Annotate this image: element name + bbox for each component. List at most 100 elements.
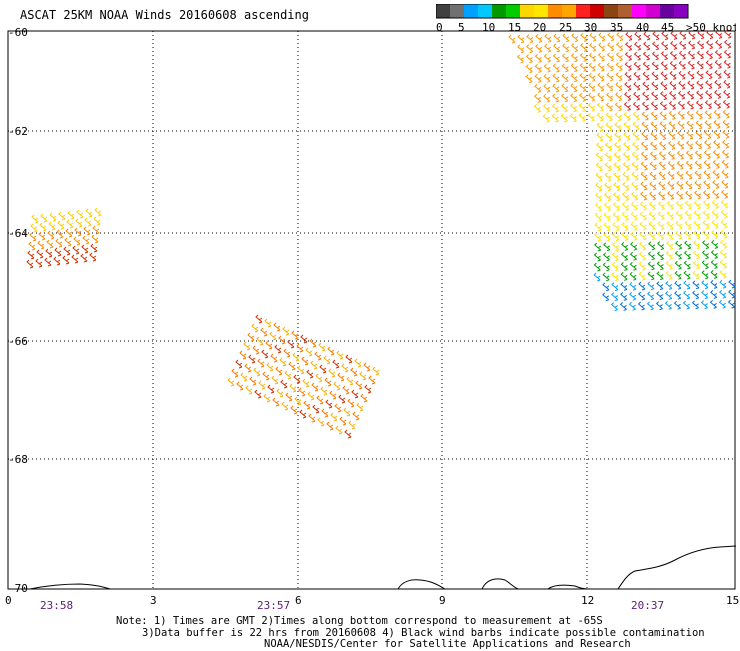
wind-barb [588, 82, 596, 92]
wind-barb [712, 170, 720, 179]
wind-barb [621, 222, 629, 231]
wind-barb [26, 259, 34, 269]
wind-barb [714, 80, 722, 89]
wind-barb [624, 62, 632, 71]
wind-barb [236, 381, 244, 391]
wind-barb [610, 302, 618, 312]
wind-barb [715, 30, 723, 39]
wind-barb [560, 113, 568, 123]
wind-barb [356, 402, 364, 412]
wind-barb [552, 53, 560, 63]
wind-barb [621, 242, 629, 251]
wind-barb [603, 202, 611, 212]
wind-barb [648, 241, 656, 251]
wind-barb [656, 281, 664, 291]
wind-barb [650, 111, 658, 121]
wind-barb [596, 112, 604, 122]
wind-barb [719, 249, 727, 259]
wind-barb [678, 90, 686, 100]
wind-barb [562, 33, 570, 43]
wind-barb [551, 103, 559, 113]
wind-barb [615, 92, 623, 102]
wind-barb [704, 100, 712, 110]
wind-barb [368, 375, 376, 385]
wind-barb [347, 398, 355, 408]
wind-barb [593, 272, 601, 282]
wind-barb [597, 52, 605, 62]
legend-swatch [576, 4, 590, 18]
wind-barb [722, 129, 730, 139]
wind-barb [588, 72, 596, 82]
wind-speed-legend: 0 5 10 15 20 25 30 35 40 45 >50 knots [436, 4, 736, 34]
wind-barb [721, 189, 729, 199]
wind-barb [596, 122, 604, 132]
wind-barb [323, 355, 331, 365]
wind-barb [639, 221, 647, 231]
wind-barb [678, 80, 686, 90]
wind-barb [720, 219, 728, 229]
wind-barb [641, 101, 649, 111]
wind-barb [622, 162, 630, 171]
wind-barb [612, 242, 620, 252]
wind-barb [624, 82, 632, 91]
wind-barb [629, 261, 637, 271]
wind-barb [641, 141, 649, 151]
wind-barb [620, 262, 628, 271]
wind-barb [285, 392, 293, 402]
wind-barb [36, 249, 44, 259]
wind-barb [721, 179, 729, 189]
wind-barb [612, 212, 620, 222]
wind-barb [683, 260, 691, 270]
wind-barb [603, 242, 611, 252]
legend-tick-45: 45 [661, 21, 674, 34]
wind-barb [686, 140, 694, 150]
wind-barb [658, 181, 666, 191]
wind-barb [596, 132, 604, 142]
wind-barb [693, 220, 701, 230]
wind-barb [668, 141, 676, 150]
wind-barb [669, 81, 677, 90]
wind-barb [310, 360, 318, 370]
wind-barb [40, 213, 48, 223]
wind-barb [623, 112, 631, 121]
wind-barb [569, 113, 577, 123]
wind-barb [702, 230, 710, 240]
wind-barb [553, 43, 561, 53]
wind-barb [661, 31, 669, 41]
wind-barb [714, 70, 722, 79]
wind-barb [688, 40, 696, 50]
wind-barb [344, 429, 352, 439]
wind-barb [570, 53, 578, 63]
wind-barb [667, 161, 675, 170]
wind-barb [561, 83, 569, 93]
wind-barb [333, 381, 341, 391]
wind-barb [287, 339, 295, 349]
wind-barb [45, 248, 53, 258]
wind-barb [667, 151, 675, 160]
wind-barb [589, 42, 597, 52]
wind-barb [676, 180, 684, 190]
wind-barb [329, 390, 337, 400]
wind-barb [55, 238, 63, 248]
wind-barb [596, 142, 604, 152]
wind-barb [685, 180, 693, 190]
wind-barb [630, 231, 638, 241]
wind-barb [561, 73, 569, 83]
wind-barb [630, 201, 638, 211]
wind-barb [553, 33, 561, 43]
wind-barb [674, 280, 682, 290]
wind-barb [632, 121, 640, 131]
wind-barb [661, 41, 669, 51]
wind-barb [603, 212, 611, 222]
wind-barb [269, 331, 277, 341]
wind-barb [687, 60, 695, 70]
wind-barb [640, 161, 648, 171]
wind-barb [604, 162, 612, 172]
wind-barb [713, 140, 721, 149]
wind-barb [94, 207, 102, 217]
wind-barb [638, 291, 646, 301]
wind-barb [651, 51, 659, 61]
wind-barb [602, 282, 610, 292]
wind-barb [722, 119, 730, 129]
